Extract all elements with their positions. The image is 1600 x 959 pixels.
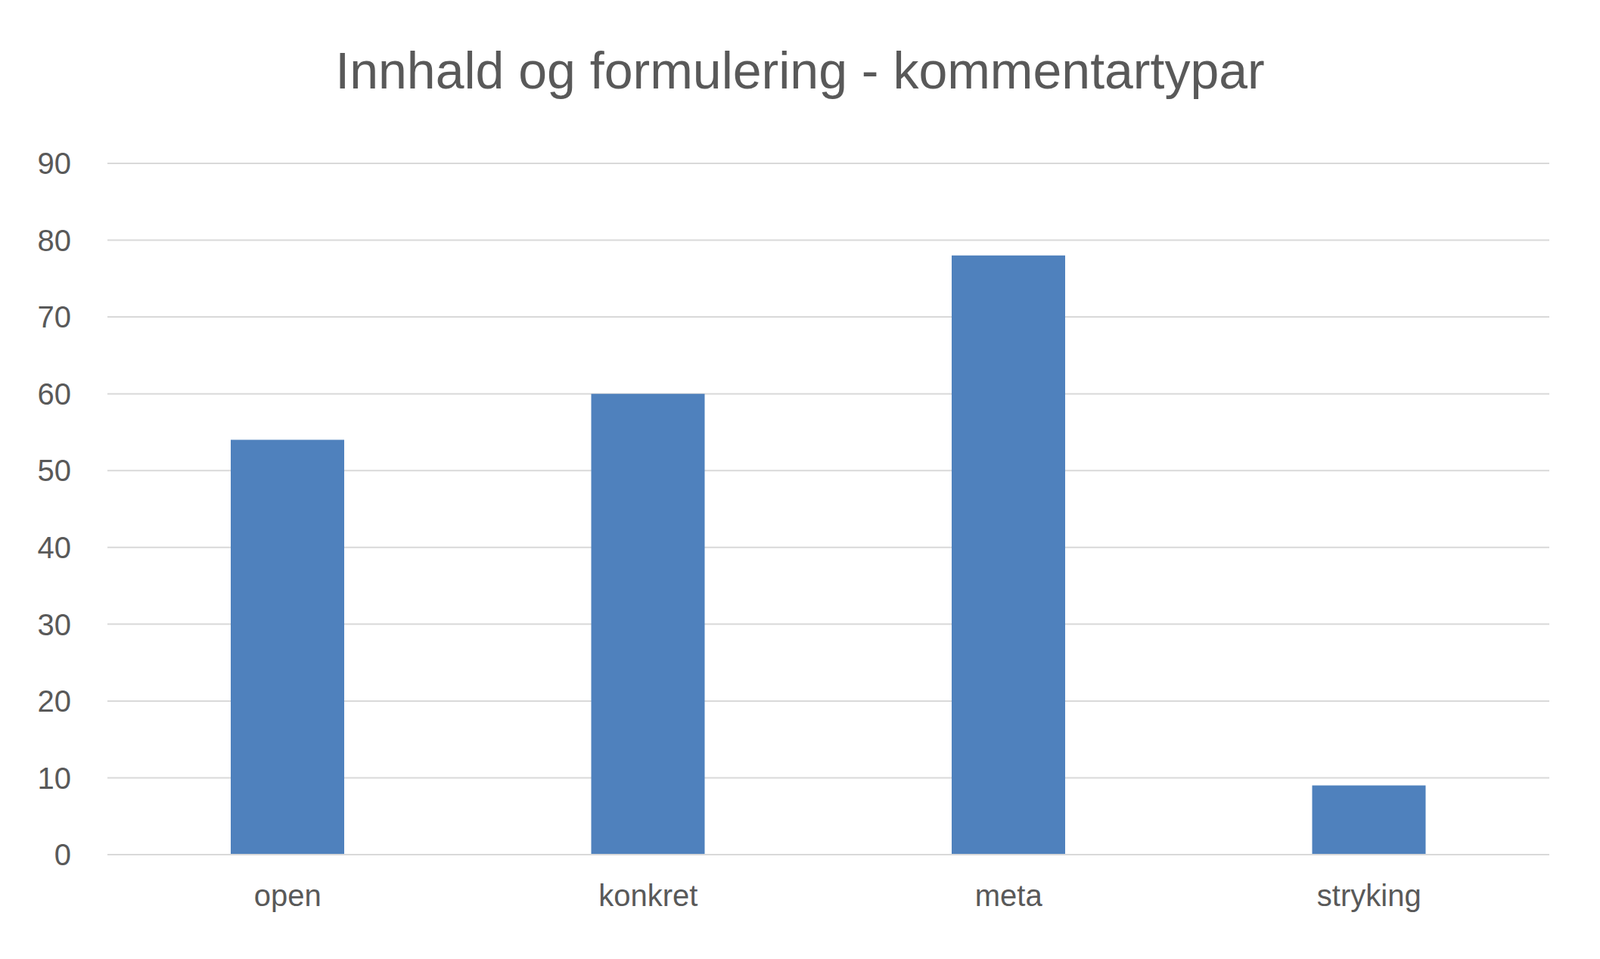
svg-text:10: 10 [37,761,72,796]
svg-text:70: 70 [37,300,72,334]
svg-text:40: 40 [37,531,72,565]
svg-text:open: open [254,879,322,913]
svg-text:90: 90 [37,146,72,181]
html-text:Innhald og formulering - komme: Innhald og formulering - kommentartypar [335,41,1265,100]
svg-text:20: 20 [37,684,72,718]
svg-text:80: 80 [37,223,72,258]
svg-text:0: 0 [54,838,72,872]
svg-text:50: 50 [37,453,72,488]
svg-text:konkret: konkret [598,879,698,913]
svg-text:meta: meta [975,879,1044,913]
svg-text:30: 30 [37,608,72,642]
svg-text:60: 60 [37,377,72,411]
svg-text:stryking: stryking [1317,879,1422,913]
